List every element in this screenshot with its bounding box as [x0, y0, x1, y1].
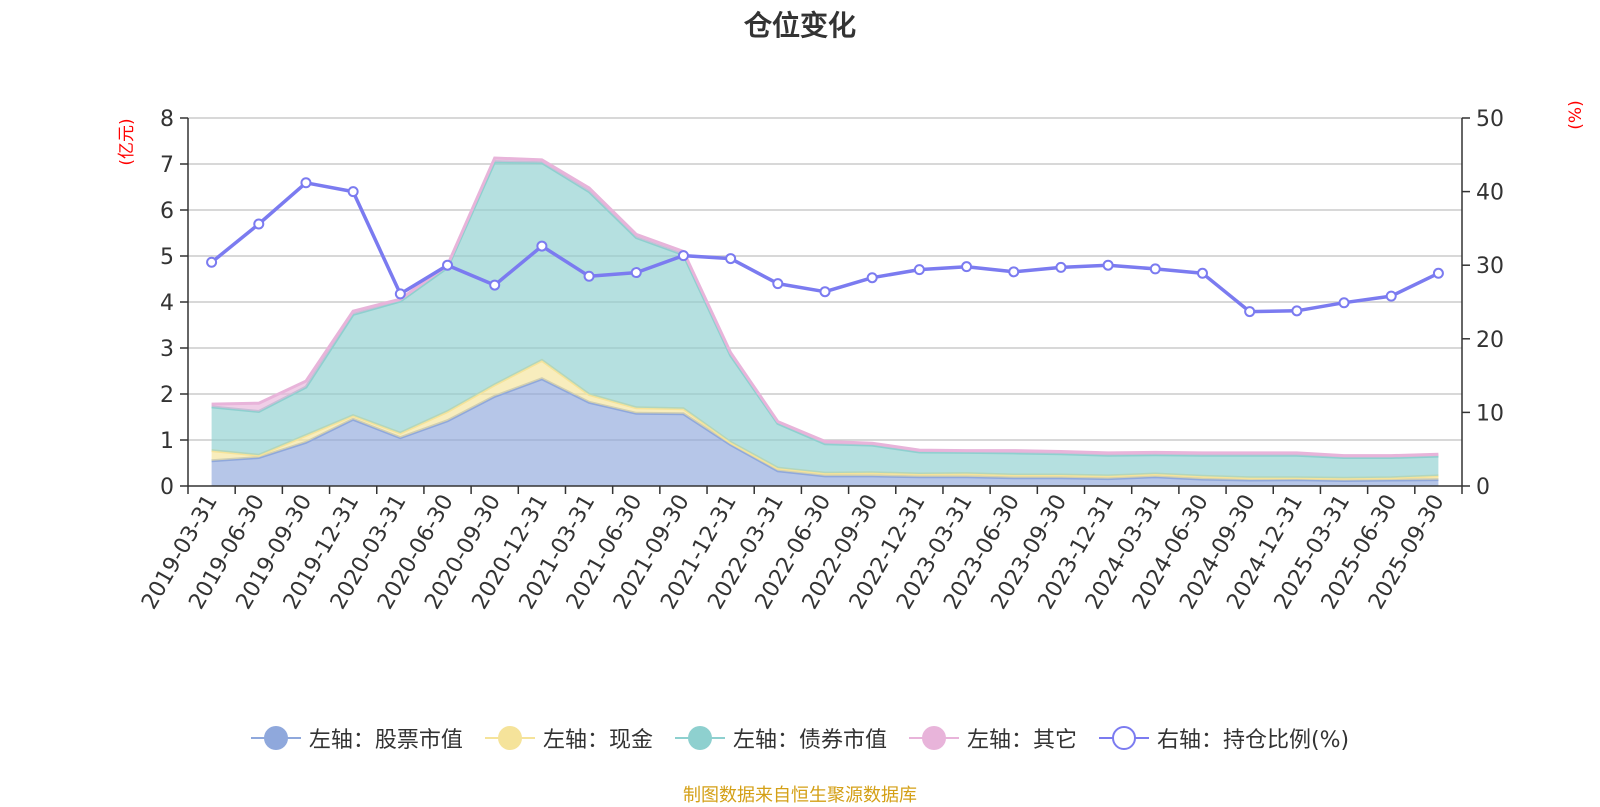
ratio-point [961, 261, 973, 273]
left-axis-tick-label: 7 [160, 153, 174, 178]
legend-marker-cash [484, 726, 535, 750]
ratio-point [1196, 267, 1208, 279]
ratio-point [819, 286, 831, 298]
legend-item-cash[interactable]: 左轴：现金 [484, 722, 653, 754]
ratio-point [913, 264, 925, 276]
ratio-point [1291, 305, 1303, 317]
ratio-point [630, 267, 642, 279]
right-axis-tick-label: 20 [1476, 328, 1504, 353]
area-series-0 [211, 378, 1439, 486]
right-axis-unit: (%) [1566, 100, 1586, 129]
left-axis-tick-label: 3 [160, 337, 174, 362]
legend-label-other: 左轴：其它 [966, 728, 1077, 753]
ratio-point [677, 250, 689, 262]
ratio-line [206, 177, 1444, 318]
ratio-point [1244, 306, 1256, 318]
ratio-point [725, 253, 737, 265]
right-axis-tick-label: 0 [1476, 475, 1490, 500]
legend-marker-ratio [1098, 726, 1149, 750]
right-axis-tick-label: 10 [1476, 401, 1504, 426]
ratio-point [394, 288, 406, 300]
area-series-edge-3 [211, 156, 1439, 458]
legend-marker-stock [250, 726, 301, 750]
legend-label-stock: 左轴：股票市值 [308, 728, 463, 753]
legend-marker-other [908, 726, 959, 750]
stacked-areas [211, 156, 1439, 486]
ratio-point [583, 270, 595, 282]
ratio-point [253, 218, 265, 230]
left-axis-tick-label: 0 [160, 475, 174, 500]
ratio-point [1102, 259, 1114, 271]
chart-title: 仓位变化 [743, 9, 856, 42]
left-axis-tick-label: 8 [160, 107, 174, 132]
right-axis-tick-label: 40 [1476, 181, 1504, 206]
left-axis-tick-label: 4 [160, 291, 174, 316]
left-axis-tick-label: 5 [160, 245, 174, 270]
legend-label-bond: 左轴：债券市值 [732, 728, 887, 753]
ratio-point [772, 278, 784, 290]
ratio-point [866, 272, 878, 284]
ratio-point [1149, 263, 1161, 275]
left-axis-tick-label: 1 [160, 429, 174, 454]
legend-item-other[interactable]: 左轴：其它 [908, 722, 1077, 754]
left-axis-tick-label: 6 [160, 199, 174, 224]
legend: 左轴：股票市值 左轴：现金 左轴：债券市值 左轴：其它 右轴：持仓比例(%) [0, 722, 1600, 754]
ratio-point [1338, 297, 1350, 309]
area-series-2 [211, 161, 1439, 479]
right-axis-tick-label: 30 [1476, 254, 1504, 279]
left-axis-unit: (亿元) [117, 118, 137, 165]
legend-item-ratio[interactable]: 右轴：持仓比例(%) [1098, 722, 1350, 754]
ratio-point [442, 259, 454, 271]
legend-item-stock[interactable]: 左轴：股票市值 [250, 722, 463, 754]
ratio-point [536, 240, 548, 252]
source-note: 制图数据来自恒生聚源数据库 [683, 785, 917, 806]
left-axis-tick-label: 2 [160, 383, 174, 408]
legend-item-bond[interactable]: 左轴：债券市值 [674, 722, 887, 754]
ratio-point [206, 256, 218, 268]
ratio-point [1432, 267, 1444, 279]
ratio-point [489, 279, 501, 291]
legend-label-ratio: 右轴：持仓比例(%) [1156, 728, 1350, 753]
legend-label-cash: 左轴：现金 [542, 728, 653, 753]
ratio-point [1055, 261, 1067, 273]
legend-marker-bond [674, 726, 725, 750]
ratio-point [1385, 290, 1397, 302]
ratio-point [300, 177, 312, 189]
right-axis-tick-label: 50 [1476, 107, 1504, 132]
ratio-point [347, 186, 359, 198]
ratio-point [1008, 266, 1020, 278]
